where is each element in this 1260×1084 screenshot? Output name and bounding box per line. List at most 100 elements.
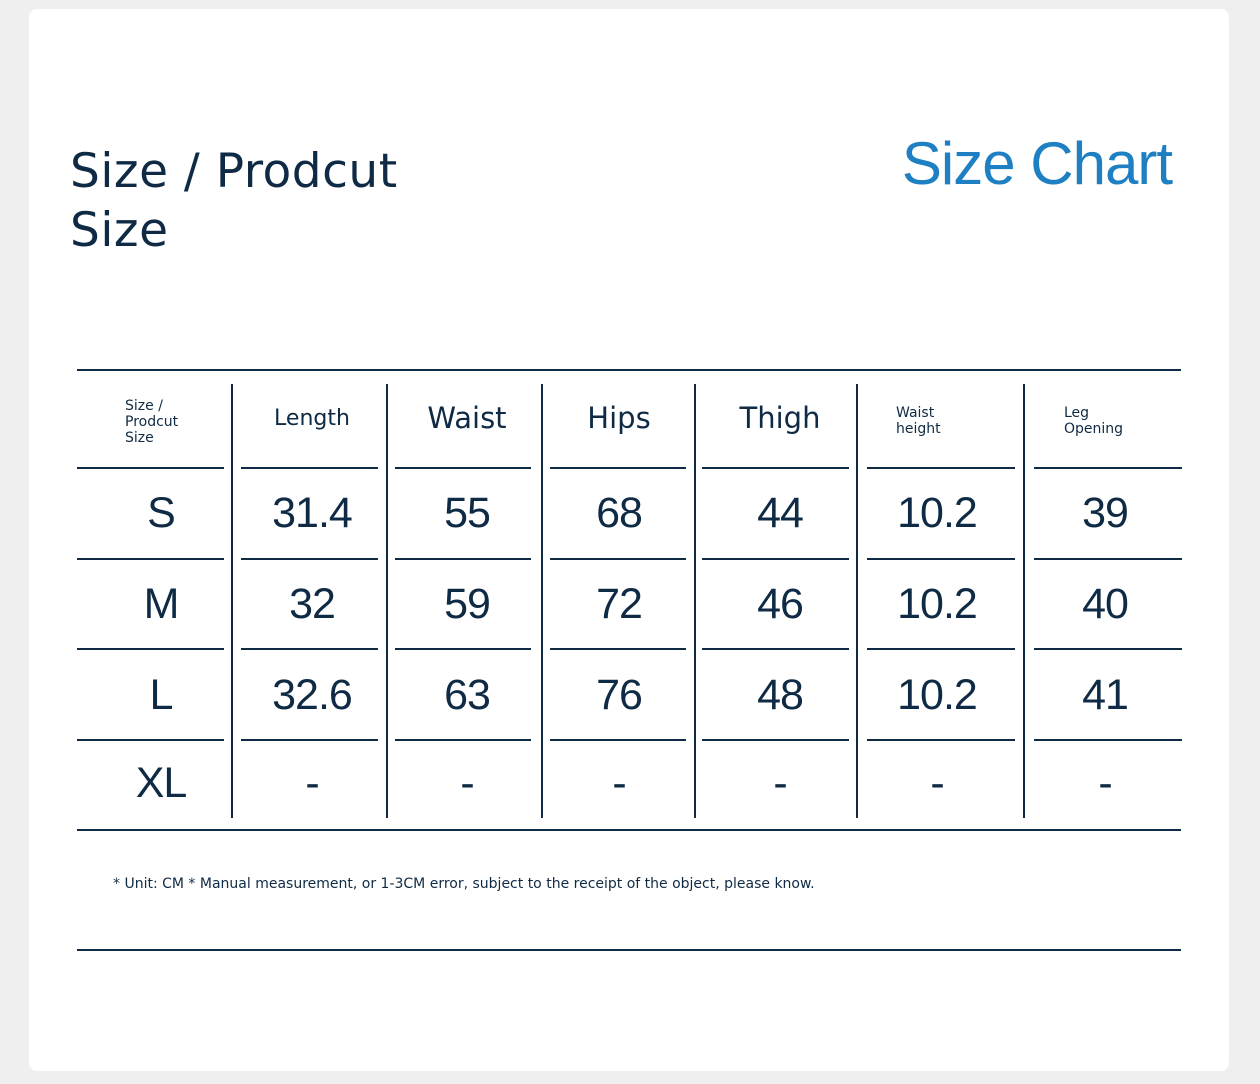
size-label: S: [147, 488, 176, 537]
measurement-note: * Unit: CM * Manual measurement, or 1-3C…: [113, 876, 815, 892]
measurement-value: 44: [757, 488, 804, 537]
row-rule: [77, 558, 224, 560]
measurement-value: 46: [757, 579, 804, 628]
measurement-value: -: [612, 758, 626, 807]
row-rule: [77, 467, 224, 469]
table-cell: -: [867, 753, 1007, 813]
row-rule: [867, 739, 1015, 741]
column-header: Hips: [587, 401, 651, 435]
table-cell: 10.2: [867, 665, 1007, 725]
measurement-value: -: [930, 758, 944, 807]
column-header-cell: Hips: [544, 393, 694, 443]
row-rule: [1034, 739, 1182, 741]
column-header-cell: Thigh: [705, 393, 855, 443]
size-chart-heading: Size Chart: [901, 130, 1173, 197]
row-rule: [241, 558, 378, 560]
measurement-value: 68: [596, 488, 643, 537]
table-cell: 32: [242, 574, 382, 634]
row-rule: [702, 467, 849, 469]
measurement-value: 55: [444, 488, 491, 537]
row-rule: [550, 739, 686, 741]
table-cell: 59: [397, 574, 537, 634]
size-chart-card: [29, 9, 1229, 1071]
row-rule: [702, 739, 849, 741]
column-header: Length: [274, 405, 350, 431]
table-cell: -: [549, 753, 689, 813]
measurement-value: 32: [289, 579, 336, 628]
table-cell: 31.4: [242, 483, 382, 543]
row-rule: [241, 739, 378, 741]
table-cell: 10.2: [867, 483, 1007, 543]
measurement-value: 48: [757, 670, 804, 719]
table-cell: 40: [1035, 574, 1175, 634]
row-rule: [395, 739, 531, 741]
row-rule: [702, 648, 849, 650]
measurement-value: 40: [1082, 579, 1129, 628]
table-cell: -: [397, 753, 537, 813]
row-rule: [1034, 558, 1182, 560]
column-divider: [694, 384, 696, 818]
measurement-value: 72: [596, 579, 643, 628]
measurement-value: -: [305, 758, 319, 807]
row-rule: [241, 648, 378, 650]
table-cell: 55: [397, 483, 537, 543]
measurement-value: 10.2: [897, 579, 978, 628]
table-cell: S: [91, 483, 231, 543]
measurement-value: -: [773, 758, 787, 807]
table-cell: XL: [91, 753, 231, 813]
measurement-value: 76: [596, 670, 643, 719]
table-cell: 48: [710, 665, 850, 725]
column-header-cell: Waist: [392, 393, 542, 443]
table-cell: L: [91, 665, 231, 725]
row-rule: [1034, 648, 1182, 650]
row-rule: [395, 558, 531, 560]
table-cell: 44: [710, 483, 850, 543]
table-cell: 72: [549, 574, 689, 634]
table-cell: 63: [397, 665, 537, 725]
column-divider: [856, 384, 858, 818]
size-label: M: [143, 579, 180, 628]
table-cell: 41: [1035, 665, 1175, 725]
table-cell: 76: [549, 665, 689, 725]
size-label: XL: [135, 758, 188, 807]
measurement-value: 41: [1082, 670, 1129, 719]
row-rule: [702, 558, 849, 560]
column-divider: [541, 384, 543, 818]
row-rule: [77, 648, 224, 650]
measurement-value: 10.2: [897, 670, 978, 719]
row-rule: [867, 648, 1015, 650]
table-cell: -: [710, 753, 850, 813]
table-cell: 39: [1035, 483, 1175, 543]
column-header: Thigh: [739, 401, 821, 435]
column-header: Leg Opening: [1064, 405, 1124, 437]
size-label: L: [149, 670, 174, 719]
row-rule: [867, 558, 1015, 560]
row-rule: [550, 558, 686, 560]
column-divider: [386, 384, 388, 818]
table-top-rule: [77, 369, 1181, 371]
measurement-value: 10.2: [897, 488, 978, 537]
table-bottom-rule: [77, 829, 1181, 831]
measurement-value: 39: [1082, 488, 1129, 537]
measurement-value: 31.4: [272, 488, 353, 537]
measurement-value: 59: [444, 579, 491, 628]
table-cell: M: [91, 574, 231, 634]
row-rule: [867, 467, 1015, 469]
column-header: Waist: [427, 401, 507, 435]
row-rule: [550, 467, 686, 469]
column-header: Waist height: [896, 405, 941, 437]
table-cell: 10.2: [867, 574, 1007, 634]
footer-rule: [77, 949, 1181, 951]
table-cell: 32.6: [242, 665, 382, 725]
measurement-value: 32.6: [272, 670, 353, 719]
row-rule: [395, 648, 531, 650]
measurement-value: -: [460, 758, 474, 807]
page-title: Size / Prodcut Size: [70, 144, 398, 258]
row-rule: [241, 467, 378, 469]
table-cell: -: [242, 753, 382, 813]
row-rule: [395, 467, 531, 469]
measurement-value: 63: [444, 670, 491, 719]
table-cell: 68: [549, 483, 689, 543]
column-divider: [231, 384, 233, 818]
table-cell: -: [1035, 753, 1175, 813]
